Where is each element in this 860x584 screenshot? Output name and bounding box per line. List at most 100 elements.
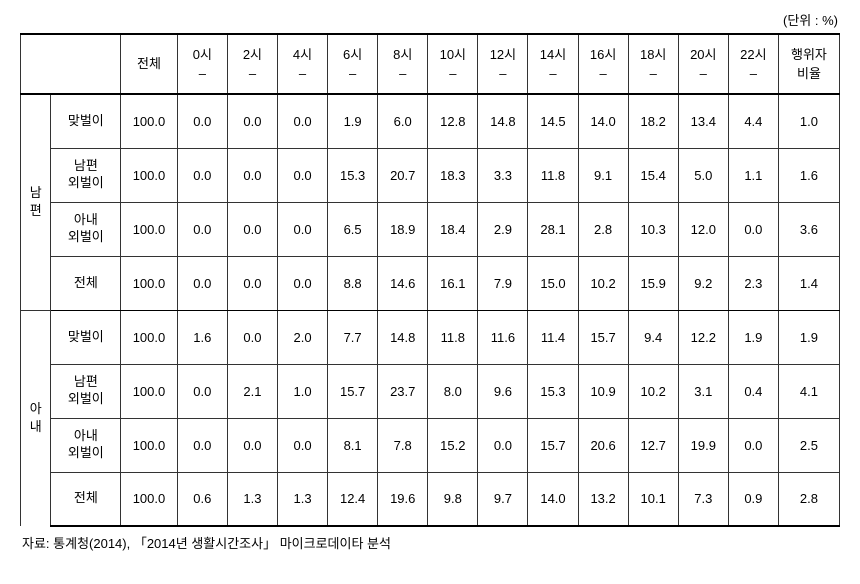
data-cell: 0.0: [227, 202, 277, 256]
data-cell: 0.0: [177, 364, 227, 418]
data-cell: 3.1: [678, 364, 728, 418]
data-cell: 10.1: [628, 472, 678, 526]
data-cell: 3.3: [478, 148, 528, 202]
data-cell: 7.3: [678, 472, 728, 526]
data-cell: 4.1: [778, 364, 839, 418]
source-note: 자료: 통계청(2014), 「2014년 생활시간조사」 마이크로데이타 분석: [20, 533, 840, 552]
table-row: 아내맞벌이100.01.60.02.07.714.811.811.611.415…: [21, 310, 840, 364]
data-cell: 23.7: [378, 364, 428, 418]
data-cell: 0.6: [177, 472, 227, 526]
header-time-8: 8시–: [378, 34, 428, 94]
data-cell: 6.0: [378, 94, 428, 148]
data-cell: 9.8: [428, 472, 478, 526]
data-cell: 100.0: [121, 418, 178, 472]
data-cell: 8.8: [328, 256, 378, 310]
data-cell: 1.9: [778, 310, 839, 364]
data-cell: 0.0: [177, 418, 227, 472]
data-cell: 10.2: [628, 364, 678, 418]
data-cell: 16.1: [428, 256, 478, 310]
data-table: 전체 0시– 2시– 4시– 6시– 8시– 10시– 12시– 14시– 16…: [20, 33, 840, 527]
data-cell: 100.0: [121, 472, 178, 526]
data-cell: 15.2: [428, 418, 478, 472]
subgroup-label: 남편외벌이: [51, 364, 121, 418]
data-cell: 15.9: [628, 256, 678, 310]
data-cell: 2.5: [778, 418, 839, 472]
data-cell: 0.9: [728, 472, 778, 526]
subgroup-label: 아내외벌이: [51, 202, 121, 256]
data-cell: 1.3: [277, 472, 327, 526]
data-cell: 0.0: [227, 256, 277, 310]
data-cell: 1.6: [177, 310, 227, 364]
data-cell: 0.0: [177, 256, 227, 310]
data-cell: 13.2: [578, 472, 628, 526]
header-rate: 행위자비율: [778, 34, 839, 94]
data-cell: 9.2: [678, 256, 728, 310]
data-cell: 2.3: [728, 256, 778, 310]
data-cell: 14.6: [378, 256, 428, 310]
subgroup-label: 전체: [51, 256, 121, 310]
data-cell: 11.8: [528, 148, 578, 202]
data-cell: 100.0: [121, 256, 178, 310]
data-cell: 12.0: [678, 202, 728, 256]
header-time-0: 0시–: [177, 34, 227, 94]
data-cell: 12.4: [328, 472, 378, 526]
data-cell: 0.0: [728, 202, 778, 256]
header-time-6: 6시–: [328, 34, 378, 94]
data-cell: 0.0: [227, 310, 277, 364]
table-row: 남편맞벌이100.00.00.00.01.96.012.814.814.514.…: [21, 94, 840, 148]
data-cell: 2.0: [277, 310, 327, 364]
data-cell: 12.2: [678, 310, 728, 364]
data-cell: 6.5: [328, 202, 378, 256]
data-cell: 5.0: [678, 148, 728, 202]
group-label: 아내: [21, 310, 51, 526]
data-cell: 0.0: [277, 148, 327, 202]
data-cell: 1.1: [728, 148, 778, 202]
data-cell: 100.0: [121, 364, 178, 418]
data-cell: 1.0: [778, 94, 839, 148]
data-cell: 15.4: [628, 148, 678, 202]
data-cell: 2.8: [578, 202, 628, 256]
data-cell: 100.0: [121, 310, 178, 364]
table-header: 전체 0시– 2시– 4시– 6시– 8시– 10시– 12시– 14시– 16…: [21, 34, 840, 94]
data-cell: 0.0: [227, 418, 277, 472]
data-cell: 0.0: [277, 94, 327, 148]
table-row: 아내외벌이100.00.00.00.08.17.815.20.015.720.6…: [21, 418, 840, 472]
data-cell: 9.4: [628, 310, 678, 364]
data-cell: 11.8: [428, 310, 478, 364]
data-cell: 0.4: [728, 364, 778, 418]
data-cell: 100.0: [121, 94, 178, 148]
data-cell: 10.2: [578, 256, 628, 310]
data-cell: 9.7: [478, 472, 528, 526]
data-cell: 15.0: [528, 256, 578, 310]
data-cell: 0.0: [227, 148, 277, 202]
data-cell: 19.9: [678, 418, 728, 472]
table-row: 전체100.00.00.00.08.814.616.17.915.010.215…: [21, 256, 840, 310]
table-row: 전체100.00.61.31.312.419.69.89.714.013.210…: [21, 472, 840, 526]
data-cell: 1.9: [328, 94, 378, 148]
data-cell: 14.8: [478, 94, 528, 148]
data-cell: 15.3: [528, 364, 578, 418]
header-total: 전체: [121, 34, 178, 94]
data-cell: 12.8: [428, 94, 478, 148]
data-cell: 14.0: [578, 94, 628, 148]
data-cell: 0.0: [478, 418, 528, 472]
header-time-10: 10시–: [428, 34, 478, 94]
subgroup-label: 맞벌이: [51, 94, 121, 148]
data-cell: 14.5: [528, 94, 578, 148]
data-cell: 0.0: [728, 418, 778, 472]
data-cell: 0.0: [177, 148, 227, 202]
data-cell: 2.9: [478, 202, 528, 256]
data-cell: 14.0: [528, 472, 578, 526]
data-cell: 100.0: [121, 148, 178, 202]
data-cell: 18.9: [378, 202, 428, 256]
data-cell: 14.8: [378, 310, 428, 364]
data-cell: 8.1: [328, 418, 378, 472]
header-time-22: 22시–: [728, 34, 778, 94]
data-cell: 10.9: [578, 364, 628, 418]
data-cell: 11.4: [528, 310, 578, 364]
data-cell: 2.8: [778, 472, 839, 526]
data-cell: 8.0: [428, 364, 478, 418]
data-cell: 7.8: [378, 418, 428, 472]
group-label: 남편: [21, 94, 51, 310]
subgroup-label: 전체: [51, 472, 121, 526]
